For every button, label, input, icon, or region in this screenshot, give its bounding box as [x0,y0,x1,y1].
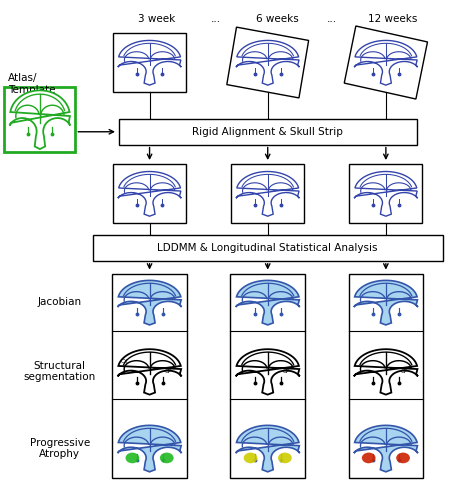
Bar [230,274,305,478]
Text: Structural
segmentation: Structural segmentation [24,361,96,382]
Text: CP: CP [401,369,408,373]
Polygon shape [118,41,181,85]
Ellipse shape [126,452,139,463]
Polygon shape [354,280,418,325]
Polygon shape [354,426,418,472]
Text: Rigid Alignment & Skull Strip: Rigid Alignment & Skull Strip [192,127,343,137]
Bar [113,164,186,223]
Bar [93,235,443,261]
Polygon shape [236,349,300,395]
Bar [119,119,417,145]
Polygon shape [236,172,300,216]
Text: ...: ... [327,13,337,23]
Polygon shape [118,172,181,216]
Text: CP: CP [283,369,290,373]
Polygon shape [354,172,418,216]
Polygon shape [354,349,418,395]
Polygon shape [236,41,300,85]
Text: 3 week: 3 week [138,13,175,23]
Polygon shape [118,426,182,472]
Ellipse shape [244,452,257,463]
Polygon shape [236,280,300,325]
Bar [348,274,423,478]
Bar [349,164,422,223]
Bar [112,274,187,478]
Text: CP: CP [164,369,172,373]
Polygon shape [354,41,418,85]
Text: Progressive
Atrophy: Progressive Atrophy [30,437,90,459]
Ellipse shape [396,452,410,463]
Bar [4,87,75,152]
Text: 12 weeks: 12 weeks [368,13,418,23]
Polygon shape [113,33,186,92]
Polygon shape [118,280,182,325]
Text: 6 weeks: 6 weeks [256,13,299,23]
Text: CX: CX [121,359,128,364]
Polygon shape [236,426,300,472]
Text: LDDMM & Longitudinal Statistical Analysis: LDDMM & Longitudinal Statistical Analysi… [157,243,378,253]
Text: Jacobian: Jacobian [38,298,82,308]
Polygon shape [9,90,70,149]
Ellipse shape [160,452,173,463]
Ellipse shape [278,452,292,463]
Text: ...: ... [210,13,221,23]
Bar [231,164,304,223]
Text: Atlas/
Template: Atlas/ Template [8,73,55,95]
Ellipse shape [362,452,375,463]
Polygon shape [118,349,182,395]
Polygon shape [344,26,428,99]
Polygon shape [227,27,309,98]
